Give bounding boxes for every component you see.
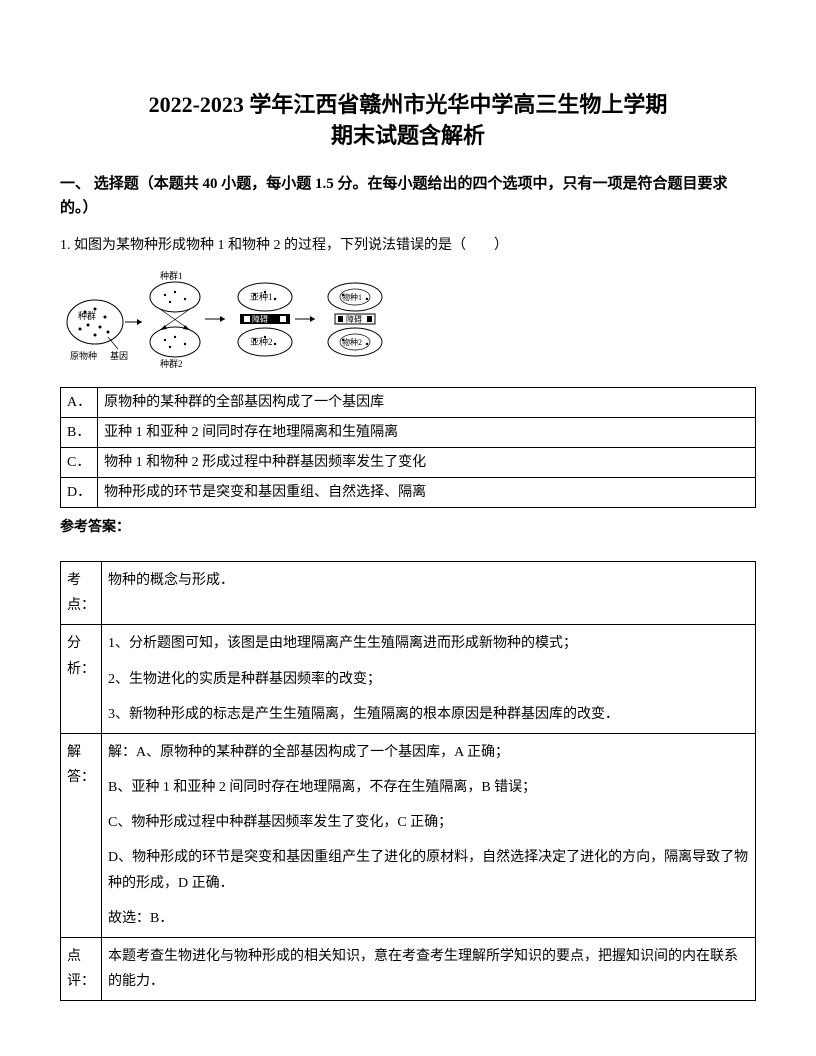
label-wuzhong1: 物种1: [342, 292, 362, 302]
jieda-line-4: D、物种形成的环节是突变和基因重组产生了进化的原材料，自然选择决定了进化的方向，…: [108, 845, 749, 895]
label-zhangai: 障碍: [346, 314, 362, 324]
jieda-line-5: 故选：B．: [108, 906, 749, 931]
title-line-2: 期末试题含解析: [60, 121, 756, 152]
label-zhongqun2: 种群2: [160, 358, 183, 369]
fenxi-label: 分析：: [61, 625, 102, 734]
kaodian-row: 考点： 物种的概念与形成．: [61, 561, 756, 624]
diagram-svg: 种群 基因 原物种 种群1 种群2 亚种1: [60, 267, 400, 372]
option-b-text: 亚种 1 和亚种 2 间同时存在地理隔离和生殖隔离: [98, 417, 756, 447]
fenxi-content: 1、分析题图可知，该图是由地理隔离产生生殖隔离进而形成新物种的模式； 2、生物进…: [102, 625, 756, 734]
label-jiyin: 基因: [110, 350, 128, 361]
fenxi-line-2: 2、生物进化的实质是种群基因频率的改变；: [108, 667, 749, 692]
jieda-line-2: B、亚种 1 和亚种 2 间同时存在地理隔离，不存在生殖隔离，B 错误；: [108, 775, 749, 800]
analysis-table: 考点： 物种的概念与形成． 分析： 1、分析题图可知，该图是由地理隔离产生生殖隔…: [60, 561, 756, 1001]
dianping-row: 点评： 本题考查生物进化与物种形成的相关知识，意在考查考生理解所学知识的要点，把…: [61, 938, 756, 1001]
option-c-label: C．: [61, 447, 98, 477]
label-yazhong2: 亚种2: [250, 336, 273, 347]
option-d-text: 物种形成的环节是突变和基因重组、自然选择、隔离: [98, 477, 756, 507]
option-c-text: 物种 1 和物种 2 形成过程中种群基因频率发生了变化: [98, 447, 756, 477]
label-wuzhong2: 物种2: [342, 337, 362, 347]
dianping-text: 本题考查生物进化与物种形成的相关知识，意在考查考生理解所学知识的要点，把握知识间…: [102, 938, 756, 1001]
option-row-a: A． 原物种的某种群的全部基因构成了一个基因库: [61, 387, 756, 417]
option-a-label: A．: [61, 387, 98, 417]
fenxi-line-1: 1、分析题图可知，该图是由地理隔离产生生殖隔离进而形成新物种的模式；: [108, 631, 749, 656]
option-a-text: 原物种的某种群的全部基因构成了一个基因库: [98, 387, 756, 417]
label-zhongqun1: 种群1: [160, 270, 183, 281]
question-1-stem: 1. 如图为某物种形成物种 1 和物种 2 的过程，下列说法错误的是（ ）: [60, 235, 756, 257]
kaodian-label: 考点：: [61, 561, 102, 624]
option-row-b: B． 亚种 1 和亚种 2 间同时存在地理隔离和生殖隔离: [61, 417, 756, 447]
label-yuanwuzhong: 原物种: [70, 350, 97, 361]
jieda-label: 解答：: [61, 733, 102, 937]
option-row-c: C． 物种 1 和物种 2 形成过程中种群基因频率发生了变化: [61, 447, 756, 477]
label-zhongqun: 种群: [78, 310, 96, 321]
kaodian-text: 物种的概念与形成．: [102, 561, 756, 624]
answer-label: 参考答案：: [60, 516, 756, 536]
option-d-label: D．: [61, 477, 98, 507]
dianping-label: 点评：: [61, 938, 102, 1001]
title-line-1: 2022-2023 学年江西省赣州市光华中学高三生物上学期: [60, 90, 756, 121]
label-yazhong1: 亚种1: [250, 291, 273, 302]
option-b-label: B．: [61, 417, 98, 447]
fenxi-line-3: 3、新物种形成的标志是产生生殖隔离，生殖隔离的根本原因是种群基因库的改变．: [108, 702, 749, 727]
section-header: 一、 选择题（本题共 40 小题，每小题 1.5 分。在每小题给出的四个选项中，…: [60, 172, 756, 220]
fenxi-row: 分析： 1、分析题图可知，该图是由地理隔离产生生殖隔离进而形成新物种的模式； 2…: [61, 625, 756, 734]
jieda-row: 解答： 解：A、原物种的某种群的全部基因构成了一个基因库，A 正确； B、亚种 …: [61, 733, 756, 937]
page-title: 2022-2023 学年江西省赣州市光华中学高三生物上学期 期末试题含解析: [60, 90, 756, 152]
label-zhangai-block: 障碍: [252, 314, 268, 324]
option-row-d: D． 物种形成的环节是突变和基因重组、自然选择、隔离: [61, 477, 756, 507]
speciation-diagram: 种群 基因 原物种 种群1 种群2 亚种1: [60, 267, 756, 372]
jieda-line-3: C、物种形成过程中种群基因频率发生了变化，C 正确；: [108, 810, 749, 835]
jieda-content: 解：A、原物种的某种群的全部基因构成了一个基因库，A 正确； B、亚种 1 和亚…: [102, 733, 756, 937]
jieda-line-1: 解：A、原物种的某种群的全部基因构成了一个基因库，A 正确；: [108, 740, 749, 765]
options-table: A． 原物种的某种群的全部基因构成了一个基因库 B． 亚种 1 和亚种 2 间同…: [60, 387, 756, 508]
